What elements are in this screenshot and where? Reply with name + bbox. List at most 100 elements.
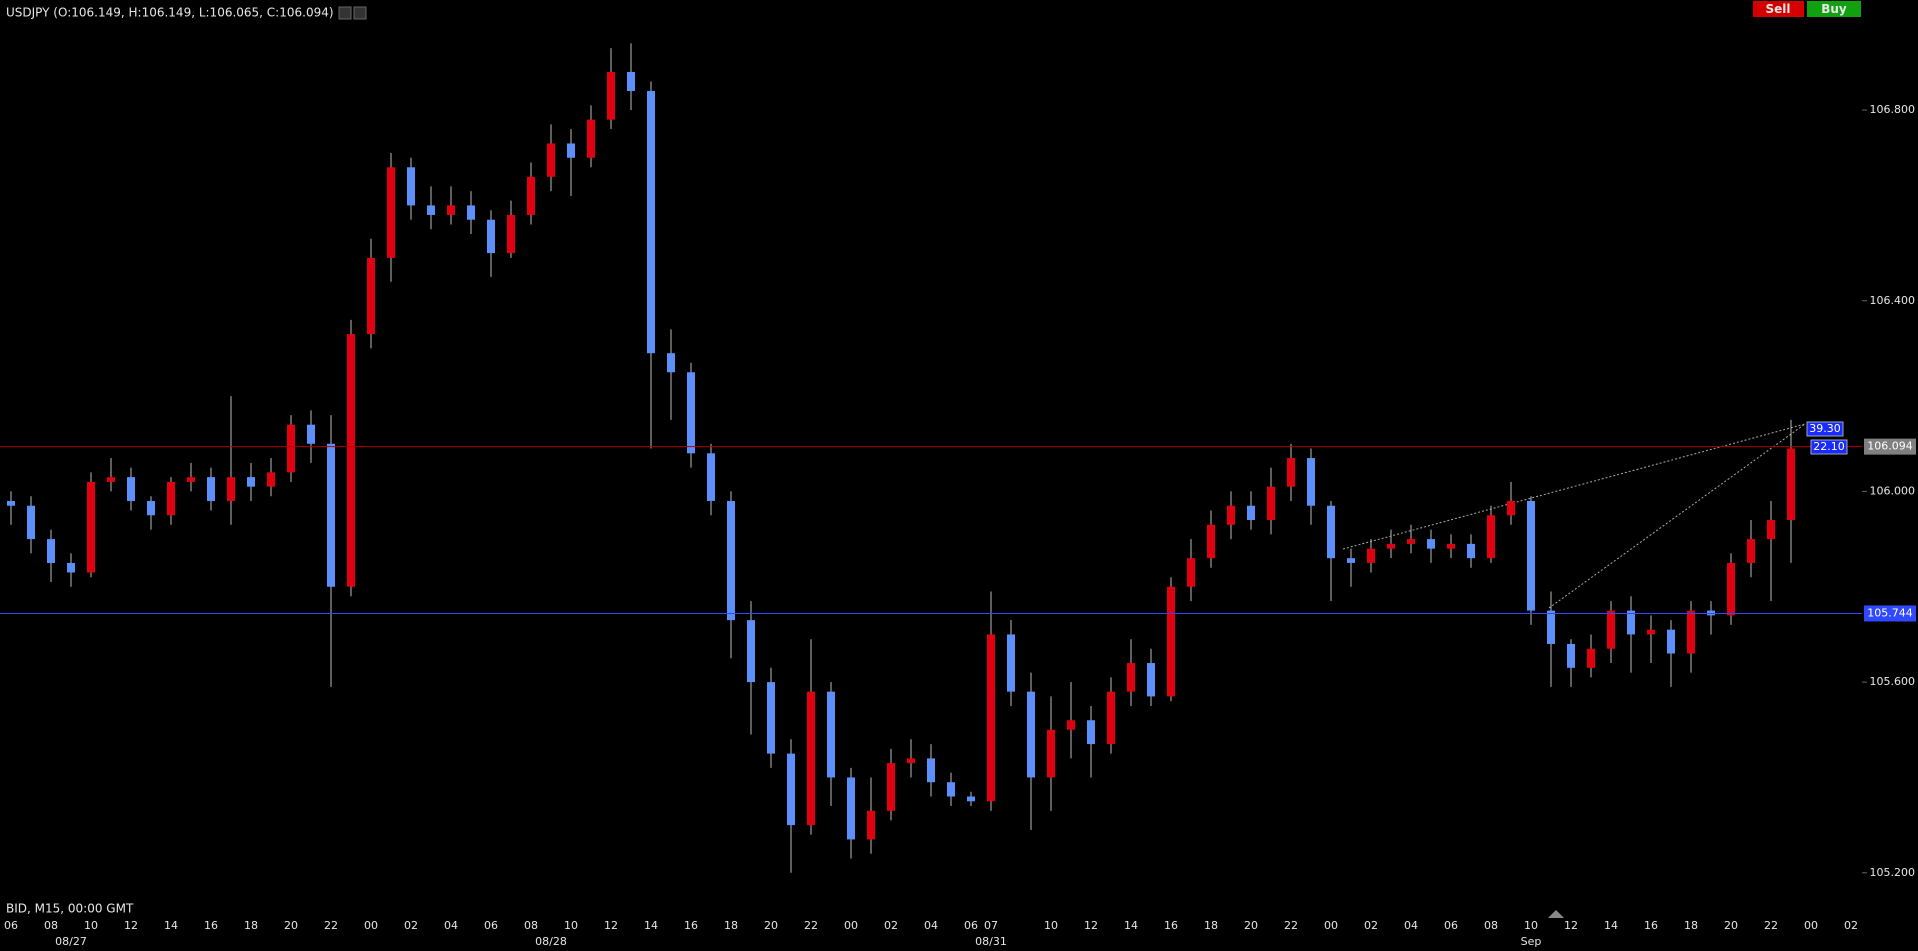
- candle: [347, 319, 355, 597]
- candle-body: [1787, 448, 1795, 521]
- candle: [1127, 639, 1135, 706]
- buy-button[interactable]: Buy: [1807, 1, 1861, 17]
- annotation-label: 22.10: [1813, 440, 1845, 453]
- x-tick-label: 22: [1284, 919, 1298, 932]
- candle-body: [1207, 524, 1215, 559]
- candle: [1407, 524, 1415, 554]
- candle-body: [7, 500, 15, 506]
- x-tick-label: 12: [1564, 919, 1578, 932]
- candle: [1567, 639, 1575, 687]
- candle: [87, 472, 95, 578]
- candle: [547, 124, 555, 192]
- candle-body: [947, 782, 955, 797]
- candle: [467, 191, 475, 235]
- candle: [1607, 601, 1615, 664]
- candle: [1147, 648, 1155, 706]
- date-label: 08/31: [975, 935, 1007, 948]
- candle-body: [1767, 520, 1775, 540]
- candle: [1647, 615, 1655, 664]
- x-tick-label: 16: [1644, 919, 1658, 932]
- candle: [107, 458, 115, 492]
- candle-body: [287, 424, 295, 473]
- candle-body: [607, 71, 615, 120]
- candle-body: [647, 91, 655, 354]
- candle-body: [467, 205, 475, 220]
- x-tick-label: 18: [724, 919, 738, 932]
- x-tick-label: 20: [1244, 919, 1258, 932]
- x-tick-label: 20: [1724, 919, 1738, 932]
- x-tick-label: 00: [364, 919, 378, 932]
- candle: [1327, 500, 1335, 602]
- sell-button[interactable]: Sell: [1753, 1, 1804, 17]
- candle-body: [1367, 548, 1375, 563]
- candle-body: [567, 143, 575, 158]
- candle-body: [507, 214, 515, 254]
- candle-body: [387, 167, 395, 258]
- candle-body: [1647, 629, 1655, 635]
- settings-icon[interactable]: [338, 6, 352, 20]
- candle: [167, 477, 175, 525]
- candle: [1287, 443, 1295, 501]
- candle: [1207, 510, 1215, 568]
- x-tick-label: 10: [564, 919, 578, 932]
- x-tick-label: 16: [204, 919, 218, 932]
- candle: [407, 157, 415, 220]
- candle-body: [1487, 515, 1495, 559]
- candle-body: [147, 500, 155, 516]
- candle-body: [1547, 610, 1555, 644]
- candle: [767, 667, 775, 768]
- annotation-bg: [1810, 439, 1848, 455]
- chart-title: USDJPY (O:106.149, H:106.149, L:106.065,…: [6, 6, 334, 20]
- candle: [27, 496, 35, 554]
- candle-body: [887, 763, 895, 811]
- candle-body: [1287, 458, 1295, 487]
- candle-body: [27, 505, 35, 540]
- candle: [687, 362, 695, 468]
- candle: [247, 462, 255, 501]
- trend-line[interactable]: [1548, 423, 1806, 609]
- candle-body: [1447, 543, 1455, 549]
- candle-body: [847, 777, 855, 840]
- candle-body: [107, 477, 115, 482]
- sell-label[interactable]: Sell: [1765, 2, 1790, 16]
- candle-body: [187, 477, 195, 482]
- candle-body: [1627, 610, 1635, 635]
- candle-body: [527, 176, 535, 215]
- buy-button-bg[interactable]: [1807, 1, 1861, 17]
- candle: [427, 186, 435, 230]
- candle: [727, 491, 735, 659]
- x-tick-label: 02: [1364, 919, 1378, 932]
- candle-body: [1587, 648, 1595, 668]
- candle-body: [1527, 500, 1535, 611]
- candle-body: [1567, 643, 1575, 668]
- candle: [1027, 672, 1035, 830]
- x-tick-label: 12: [124, 919, 138, 932]
- scroll-marker[interactable]: [1548, 910, 1564, 918]
- x-tick-label: 12: [604, 919, 618, 932]
- candle: [287, 415, 295, 482]
- candle: [1487, 505, 1495, 563]
- x-tick-label: 18: [1684, 919, 1698, 932]
- candle: [1167, 577, 1175, 702]
- candle-body: [1687, 610, 1695, 654]
- settings-icon[interactable]: [353, 6, 367, 20]
- buy-label[interactable]: Buy: [1821, 2, 1847, 16]
- candle: [787, 739, 795, 873]
- x-tick-label: 22: [804, 919, 818, 932]
- candle: [127, 467, 135, 511]
- sell-button-bg[interactable]: [1753, 1, 1804, 17]
- candle: [47, 529, 55, 583]
- x-tick-label: 04: [924, 919, 938, 932]
- x-tick-label: 20: [764, 919, 778, 932]
- candle-body: [907, 758, 915, 764]
- x-tick-label: 10: [84, 919, 98, 932]
- x-tick-label: 18: [1204, 919, 1218, 932]
- candle-body: [267, 472, 275, 487]
- price-label: 106.094: [1867, 440, 1913, 453]
- y-tick-label: 105.200: [1870, 866, 1916, 879]
- candle-body: [1347, 558, 1355, 563]
- candle: [187, 462, 195, 492]
